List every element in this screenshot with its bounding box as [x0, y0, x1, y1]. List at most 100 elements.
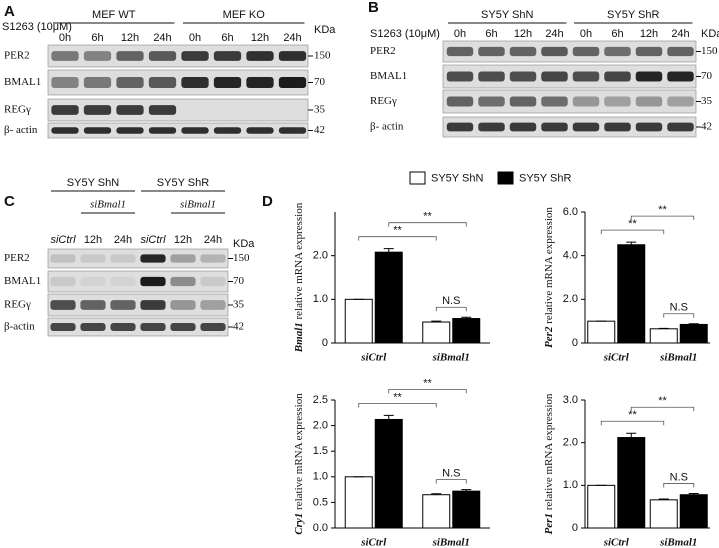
protein-label: PER2	[370, 45, 396, 57]
blot-band	[83, 77, 112, 88]
kda-label: 70	[701, 70, 713, 82]
protein-label: β- actin	[370, 121, 404, 133]
blot-band	[110, 276, 136, 287]
blot-band	[278, 77, 307, 88]
blot-band	[181, 51, 209, 61]
blot-band	[83, 127, 112, 134]
blot-band	[140, 300, 166, 310]
blot-band	[200, 300, 226, 310]
significance-label: **	[423, 211, 432, 223]
blot-band	[50, 276, 76, 287]
y-axis-label: Per2 relative mRNA expression	[543, 207, 555, 348]
protein-label: β- actin	[4, 124, 38, 136]
lane-label: 12h	[121, 32, 139, 44]
blot-band	[572, 71, 600, 82]
significance-label: **	[628, 409, 637, 421]
x-tick-label: siBmal1	[659, 537, 697, 548]
bar	[679, 494, 708, 529]
y-label-gene: Per1	[543, 513, 555, 534]
blot-band	[572, 96, 600, 107]
blot-band	[200, 276, 226, 287]
lane-label: 0h	[454, 28, 466, 40]
blot-band	[140, 254, 166, 263]
kda-label: 150	[233, 252, 250, 264]
blot-band	[148, 77, 177, 88]
blot-band	[278, 51, 307, 61]
significance-label: **	[393, 225, 402, 237]
significance-bracket	[600, 420, 665, 426]
significance-bracket	[663, 483, 695, 488]
significance-label: N.S	[670, 302, 688, 314]
kda-label: 35	[314, 104, 326, 116]
error-bar	[383, 248, 394, 253]
panel-label: B	[368, 0, 379, 16]
blot-band	[213, 127, 242, 134]
blot-band	[170, 323, 196, 331]
protein-label: REGγ	[4, 104, 31, 116]
panel-label: A	[4, 3, 15, 20]
y-tick-label: 2.0	[563, 293, 578, 305]
group-label: SY5Y ShN	[481, 9, 533, 21]
protein-label: BMAL1	[4, 76, 41, 88]
blot-band	[116, 51, 144, 61]
kda-label: 42	[314, 124, 325, 136]
y-tick-label: 6.0	[563, 206, 578, 218]
treatment-label: S1263 (10μM)	[370, 28, 440, 40]
blot-band	[604, 71, 631, 82]
blot-band	[635, 122, 663, 132]
blot-band	[509, 46, 537, 57]
blot-band	[446, 96, 474, 107]
error-bar	[431, 320, 442, 323]
bar	[587, 320, 616, 344]
error-bar	[688, 323, 699, 325]
lane-label: 6h	[91, 32, 103, 44]
lane-label: siCtrl	[50, 234, 76, 246]
significance-label: N.S	[670, 471, 688, 483]
blot-band	[148, 51, 177, 61]
blot-band	[50, 254, 76, 263]
significance-bracket	[388, 222, 467, 227]
blot-band	[213, 51, 242, 61]
kda-label: 150	[701, 45, 718, 57]
blot-band	[509, 122, 537, 132]
blot-band	[278, 127, 307, 134]
y-tick-label: 4.0	[563, 250, 578, 262]
lane-label: 6h	[221, 32, 233, 44]
blot-band	[541, 96, 568, 107]
y-label-gene: Cry1	[293, 513, 305, 535]
blot-band	[635, 46, 663, 57]
protein-label: β-actin	[4, 321, 35, 333]
lane-label: 24h	[114, 234, 132, 246]
group-label: SY5Y ShN	[67, 177, 119, 189]
blot-band	[509, 96, 537, 107]
lane-label: 12h	[514, 28, 532, 40]
legend-label: SY5Y ShR	[519, 172, 571, 184]
kda-label: 70	[233, 275, 245, 287]
significance-bracket	[630, 406, 695, 412]
blot-band	[667, 71, 694, 82]
significance-bracket	[663, 313, 695, 318]
lane-label: 6h	[485, 28, 497, 40]
significance-label: **	[658, 204, 667, 216]
blot-band	[110, 323, 136, 331]
group-label: MEF WT	[92, 9, 136, 21]
y-tick-label: 2.0	[563, 437, 578, 449]
bar	[344, 298, 373, 344]
bar	[452, 318, 481, 344]
blot-band	[110, 300, 136, 310]
y-axis-label: Per1 relative mRNA expression	[543, 393, 555, 534]
significance-bracket	[600, 229, 665, 235]
kda-label: 42	[701, 121, 712, 133]
blot-band	[667, 46, 694, 57]
lane-label: 24h	[204, 234, 222, 246]
protein-label: BMAL1	[4, 275, 41, 287]
blot-band	[604, 96, 631, 107]
bar	[422, 321, 451, 344]
blot-band	[116, 127, 144, 134]
kda-label: 70	[314, 76, 326, 88]
error-bar	[626, 241, 637, 245]
blot-band	[541, 71, 568, 82]
legend-label: SY5Y ShN	[431, 172, 483, 184]
blot-band	[51, 127, 79, 134]
error-bar	[626, 432, 637, 438]
